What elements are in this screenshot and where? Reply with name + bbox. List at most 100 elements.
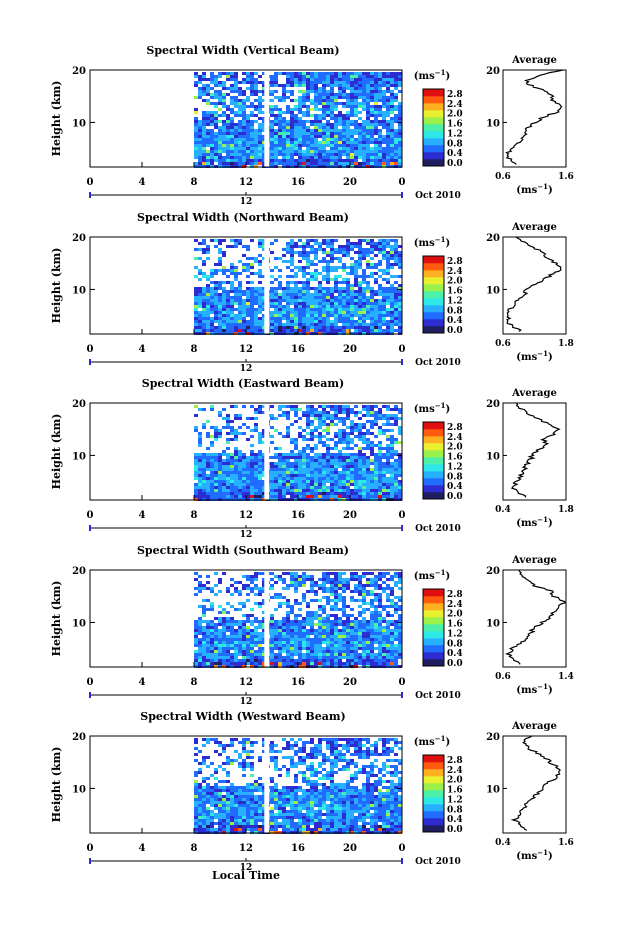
heatmap-cell xyxy=(302,105,306,108)
heatmap-cell xyxy=(386,587,390,590)
heatmap-cell xyxy=(234,432,238,435)
heatmap-cell xyxy=(222,317,226,320)
heatmap-cell xyxy=(398,632,402,635)
heatmap-cell xyxy=(334,129,338,132)
heatmap-cell xyxy=(222,81,226,84)
date-label: Oct 2010 xyxy=(415,191,461,201)
heatmap-cell xyxy=(366,638,370,641)
heatmap-cell xyxy=(366,456,370,459)
heatmap-cell xyxy=(346,254,350,257)
heatmap-cell xyxy=(306,284,310,287)
heatmap-cell xyxy=(366,584,370,587)
heatmap-cell xyxy=(378,144,382,147)
heatmap-cell xyxy=(234,635,238,638)
heatmap-cell xyxy=(282,329,286,332)
heatmap-cell xyxy=(294,632,298,635)
heatmap-cell xyxy=(326,456,330,459)
heatmap-cell xyxy=(398,459,402,462)
heatmap-cell xyxy=(398,614,402,617)
heatmap-cell xyxy=(194,144,198,147)
heatmap-cell xyxy=(390,314,394,317)
heatmap-cell xyxy=(198,581,202,584)
heatmap-cell xyxy=(302,456,306,459)
heatmap-cell xyxy=(382,93,386,96)
heatmap-cell xyxy=(362,96,366,99)
heatmap-cell xyxy=(246,477,250,480)
heatmap-cell xyxy=(214,239,218,242)
heatmap-cell xyxy=(222,471,226,474)
heatmap-cell xyxy=(390,263,394,266)
heatmap-cell xyxy=(242,308,246,311)
heatmap-cell xyxy=(230,329,234,332)
heatmap-cell xyxy=(282,486,286,489)
heatmap-cell xyxy=(386,471,390,474)
heatmap-cell xyxy=(370,477,374,480)
heatmap-cell xyxy=(198,329,202,332)
heatmap-cell xyxy=(258,438,262,441)
heatmap-cell xyxy=(202,629,206,632)
heatmap-cell xyxy=(350,302,354,305)
heatmap-cell xyxy=(366,242,370,245)
heatmap-cell xyxy=(386,87,390,90)
heatmap-cell xyxy=(298,311,302,314)
heatmap-cell xyxy=(326,308,330,311)
heatmap-cell xyxy=(294,135,298,138)
heatmap-cell xyxy=(270,99,274,102)
heatmap-cell xyxy=(234,275,238,278)
heatmap-cell xyxy=(290,474,294,477)
heatmap-cell xyxy=(262,405,266,408)
heatmap-cell xyxy=(354,147,358,150)
heatmap-cell xyxy=(246,644,250,647)
heatmap-cell xyxy=(318,608,322,611)
heatmap-cell xyxy=(398,441,402,444)
colorbar-segment xyxy=(423,436,444,444)
heatmap-cell xyxy=(210,272,214,275)
heatmap-cell xyxy=(366,632,370,635)
heatmap-cell xyxy=(258,296,262,299)
heatmap-cell xyxy=(250,129,254,132)
heatmap-cell xyxy=(198,257,202,260)
heatmap-cell xyxy=(338,495,342,498)
heatmap-cell xyxy=(242,266,246,269)
heatmap-cell xyxy=(326,239,330,242)
heatmap-cell xyxy=(362,617,366,620)
heatmap-cell xyxy=(298,239,302,242)
heatmap-cell xyxy=(394,611,398,614)
heatmap-cell xyxy=(338,480,342,483)
heatmap-cell xyxy=(278,311,282,314)
heatmap-cell xyxy=(378,147,382,150)
heatmap-cell xyxy=(314,468,318,471)
heatmap-cell xyxy=(294,126,298,129)
heatmap-cell xyxy=(282,459,286,462)
heatmap-cell xyxy=(374,632,378,635)
heatmap-cell xyxy=(230,462,234,465)
heatmap-cell xyxy=(338,78,342,81)
heatmap-cell xyxy=(198,468,202,471)
heatmap-cell xyxy=(218,90,222,93)
heatmap-cell xyxy=(314,408,318,411)
heatmap-cell xyxy=(286,405,290,408)
heatmap-cell xyxy=(362,462,366,465)
heatmap-cell xyxy=(230,245,234,248)
heatmap-cell xyxy=(278,605,282,608)
heatmap-cell xyxy=(242,635,246,638)
heatmap-cell xyxy=(258,411,262,414)
heatmap-cell xyxy=(214,311,218,314)
heatmap-cell xyxy=(282,90,286,93)
heatmap-cell xyxy=(226,311,230,314)
heatmap-cell xyxy=(386,156,390,159)
heatmap-cell xyxy=(318,72,322,75)
heatmap-cell xyxy=(334,138,338,141)
heatmap-cell xyxy=(386,138,390,141)
heatmap-cell xyxy=(302,126,306,129)
heatmap-cell xyxy=(398,623,402,626)
heatmap-cell xyxy=(262,572,266,575)
heatmap-cell xyxy=(246,269,250,272)
heatmap-cell xyxy=(258,150,262,153)
heatmap-cell xyxy=(246,626,250,629)
heatmap-cell xyxy=(194,81,198,84)
heatmap-cell xyxy=(398,308,402,311)
heatmap-cell xyxy=(370,159,374,162)
heatmap-cell xyxy=(306,78,310,81)
